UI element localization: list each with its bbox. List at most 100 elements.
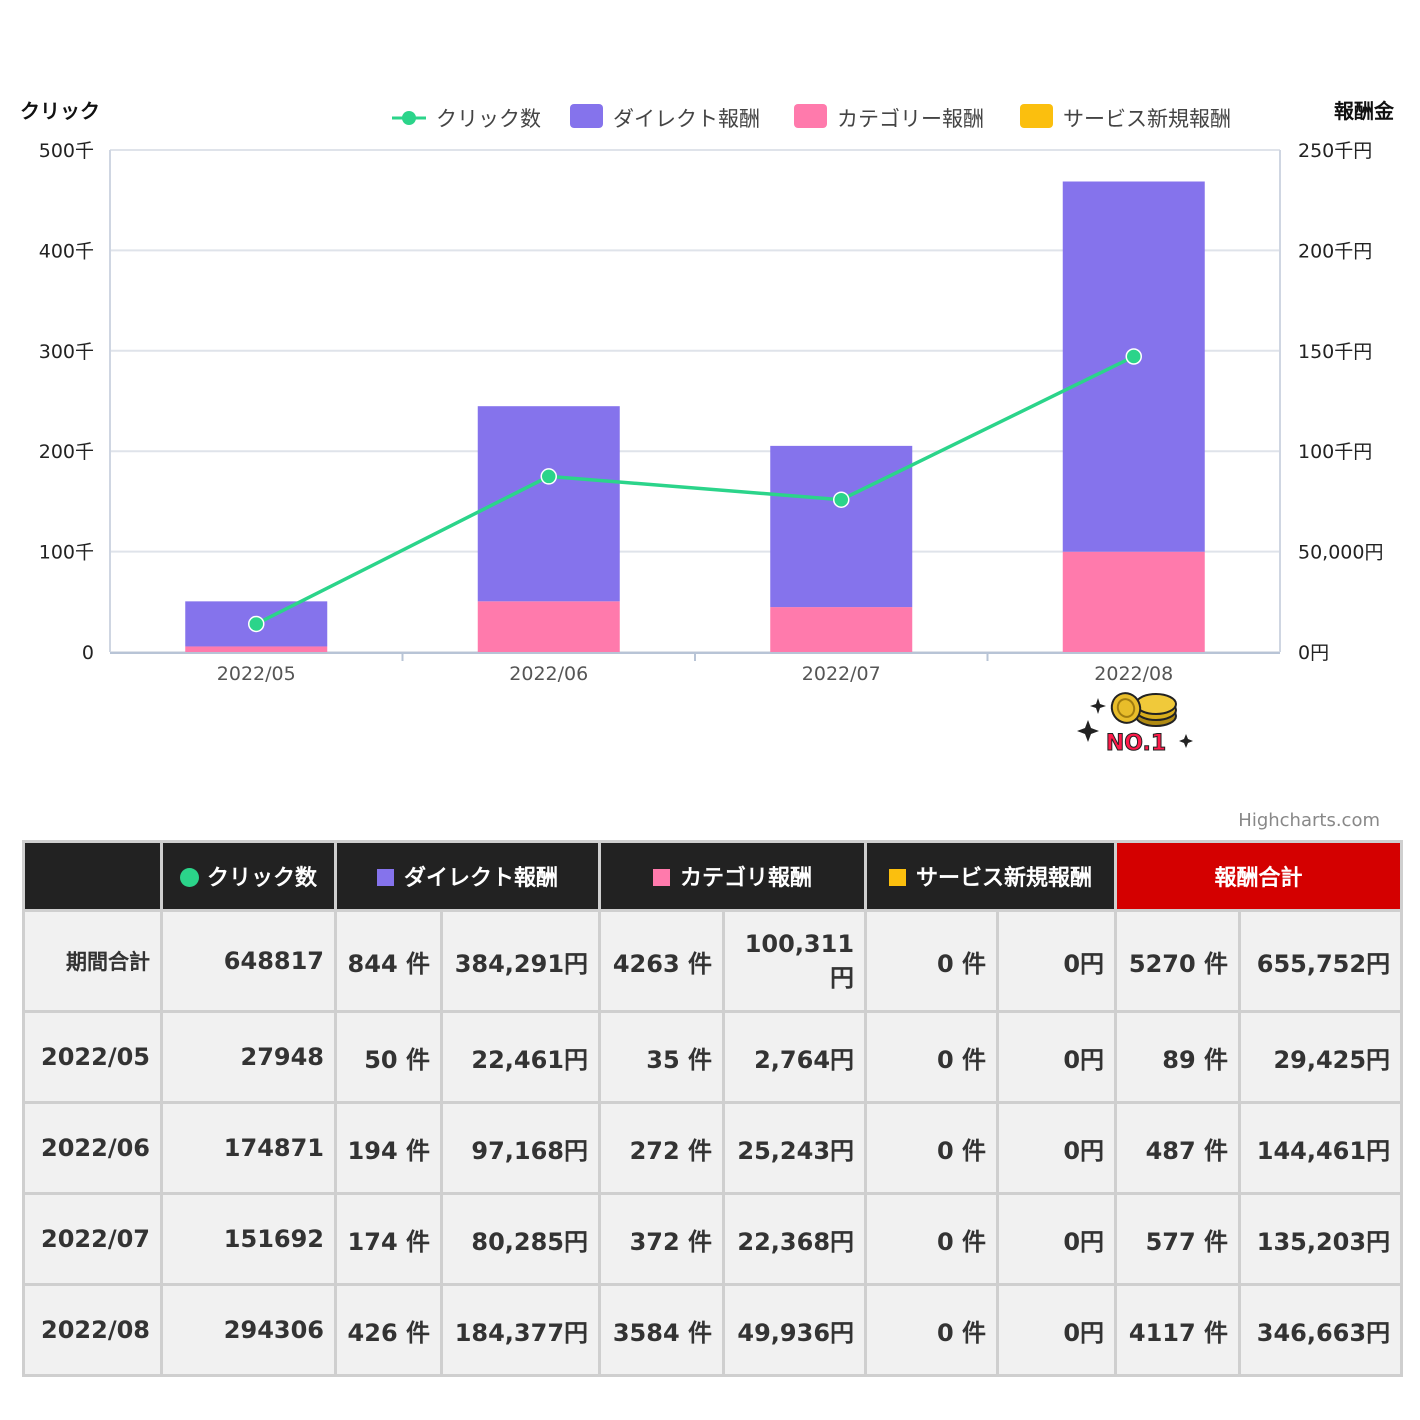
cell-direct-count: 426 件 bbox=[334, 1283, 443, 1377]
right-tick-label: 100千円 bbox=[1298, 441, 1372, 463]
cell-direct-count: 844 件 bbox=[334, 909, 443, 1013]
x-tick-label: 2022/05 bbox=[217, 663, 296, 685]
cell-clicks: 174871 bbox=[160, 1101, 337, 1195]
cell-total-count: 577 件 bbox=[1114, 1192, 1242, 1286]
cell-total-count: 89 件 bbox=[1114, 1010, 1242, 1104]
table-header-row: クリック数 ダイレクト報酬 カテゴリ報酬 サービス新規報酬 報酬合計 bbox=[22, 840, 1404, 912]
right-axis-title: 報酬金 bbox=[1334, 99, 1395, 123]
legend-item[interactable]: カテゴリー報酬 bbox=[794, 104, 984, 131]
chart-credit[interactable]: Highcharts.com bbox=[1238, 810, 1380, 831]
bar-segment[interactable] bbox=[477, 406, 620, 602]
header-total: 報酬合計 bbox=[1114, 840, 1404, 912]
cell-clicks: 294306 bbox=[160, 1283, 337, 1377]
cell-total-amount: 144,461円 bbox=[1238, 1101, 1404, 1195]
legend-swatch-icon bbox=[570, 104, 603, 128]
cell-total-amount: 346,663円 bbox=[1238, 1283, 1404, 1377]
legend: クリック数 ダイレクト報酬 カテゴリー報酬 サービス新規報酬 bbox=[392, 104, 1231, 131]
left-tick-label: 300千 bbox=[39, 341, 94, 363]
cell-direct-amount: 22,461円 bbox=[439, 1010, 602, 1104]
click-line-path bbox=[255, 354, 1135, 626]
yellow-square-icon bbox=[889, 869, 907, 886]
row-label: 2022/07 bbox=[22, 1192, 163, 1286]
cell-direct-count: 194 件 bbox=[334, 1101, 443, 1195]
cell-service-amount: 0円 bbox=[996, 1192, 1118, 1286]
cell-service-count: 0 件 bbox=[864, 1283, 1000, 1377]
cell-service-amount: 0円 bbox=[996, 1283, 1118, 1377]
cell-clicks: 648817 bbox=[160, 909, 337, 1013]
cell-total-amount: 29,425円 bbox=[1238, 1010, 1404, 1104]
cell-category-count: 372 件 bbox=[598, 1192, 726, 1286]
no1-badge: NO.1 bbox=[1077, 692, 1193, 756]
cell-category-count: 3584 件 bbox=[598, 1283, 726, 1377]
cell-service-amount: 0円 bbox=[996, 909, 1118, 1013]
cell-service-amount: 0円 bbox=[996, 1010, 1118, 1104]
cell-direct-amount: 80,285円 bbox=[439, 1192, 602, 1286]
cell-category-amount: 49,936円 bbox=[722, 1283, 868, 1377]
cell-service-count: 0 件 bbox=[864, 1010, 1000, 1104]
row-label: 2022/08 bbox=[22, 1283, 163, 1377]
sparkle-icon bbox=[1077, 698, 1193, 748]
x-tick-label: 2022/08 bbox=[1094, 663, 1173, 685]
legend-label: カテゴリー報酬 bbox=[837, 107, 984, 131]
cell-service-amount: 0円 bbox=[996, 1101, 1118, 1195]
legend-item[interactable]: サービス新規報酬 bbox=[1020, 104, 1231, 131]
click-point[interactable] bbox=[1125, 348, 1142, 365]
header-direct: ダイレクト報酬 bbox=[333, 840, 602, 912]
left-axis-title: クリック bbox=[20, 99, 100, 123]
bar-segment[interactable] bbox=[477, 601, 620, 652]
header-category: カテゴリ報酬 bbox=[598, 840, 868, 912]
click-point[interactable] bbox=[833, 491, 850, 508]
green-dot-icon bbox=[179, 868, 199, 887]
cell-clicks: 27948 bbox=[160, 1010, 337, 1104]
right-tick-label: 50,000円 bbox=[1298, 542, 1383, 564]
bar-segment[interactable] bbox=[1062, 551, 1205, 652]
combo-chart: クリック 報酬金 クリック数 ダイレクト報酬 カテゴリー報酬 サービス新規報酬 0 10… bbox=[20, 99, 1395, 685]
table-row: 2022/05 27948 50 件 22,461円 35 件 2,764円 0 件 0円 89… bbox=[22, 1010, 1404, 1104]
cell-direct-amount: 384,291円 bbox=[439, 909, 602, 1013]
cell-total-count: 487 件 bbox=[1114, 1101, 1242, 1195]
cell-total-count: 5270 件 bbox=[1114, 909, 1242, 1013]
legend-item[interactable]: クリック数 bbox=[392, 107, 541, 131]
x-tick-label: 2022/07 bbox=[802, 663, 881, 685]
legend-item[interactable]: ダイレクト報酬 bbox=[570, 104, 760, 131]
legend-swatch-icon bbox=[1020, 104, 1053, 128]
right-tick-label: 200千円 bbox=[1298, 240, 1372, 262]
left-tick-label: 500千 bbox=[39, 140, 94, 162]
bar-segment[interactable] bbox=[185, 646, 328, 652]
cell-category-amount: 100,311円 bbox=[722, 909, 868, 1013]
bars bbox=[185, 181, 1205, 652]
bar-segment[interactable] bbox=[770, 445, 913, 608]
axis-ticks: 0 100千 200千 300千 400千 500千 0円 50,000円 100千円 150千円… bbox=[39, 140, 1384, 685]
cell-category-amount: 25,243円 bbox=[722, 1101, 868, 1195]
legend-swatch-icon bbox=[794, 104, 827, 128]
legend-dot-icon bbox=[402, 111, 416, 125]
bar-segment[interactable] bbox=[1062, 181, 1205, 552]
cell-service-count: 0 件 bbox=[864, 1101, 1000, 1195]
row-label: 2022/06 bbox=[22, 1101, 163, 1195]
cell-service-count: 0 件 bbox=[864, 1192, 1000, 1286]
right-tick-label: 0円 bbox=[1298, 642, 1329, 664]
legend-label: ダイレクト報酬 bbox=[613, 107, 760, 131]
header-service: サービス新規報酬 bbox=[864, 840, 1118, 912]
click-line bbox=[248, 348, 1142, 633]
table-row: 2022/07 151692 174 件 80,285円 372 件 22,368円 0 件… bbox=[22, 1192, 1404, 1286]
table-row: 2022/06 174871 194 件 97,168円 272 件 25,243円 0 件… bbox=[22, 1101, 1404, 1195]
table-row: 期間合計 648817 844 件 384,291円 4263 件 100,311円 0 件… bbox=[22, 909, 1404, 1013]
legend-label: クリック数 bbox=[436, 107, 541, 131]
click-point[interactable] bbox=[540, 468, 557, 485]
left-tick-label: 400千 bbox=[39, 240, 94, 262]
right-tick-label: 150千円 bbox=[1298, 341, 1372, 363]
cell-category-amount: 2,764円 bbox=[722, 1010, 868, 1104]
left-tick-label: 0 bbox=[82, 642, 94, 664]
pink-square-icon bbox=[653, 869, 671, 886]
left-tick-label: 200千 bbox=[39, 441, 94, 463]
right-tick-label: 250千円 bbox=[1298, 140, 1372, 162]
cell-service-count: 0 件 bbox=[864, 909, 1000, 1013]
click-point[interactable] bbox=[248, 615, 265, 633]
bar-segment[interactable] bbox=[770, 607, 913, 652]
cell-category-count: 35 件 bbox=[598, 1010, 726, 1104]
cell-direct-count: 50 件 bbox=[334, 1010, 443, 1104]
row-label: 2022/05 bbox=[22, 1010, 163, 1104]
header-blank bbox=[22, 840, 163, 912]
cell-category-count: 272 件 bbox=[598, 1101, 726, 1195]
